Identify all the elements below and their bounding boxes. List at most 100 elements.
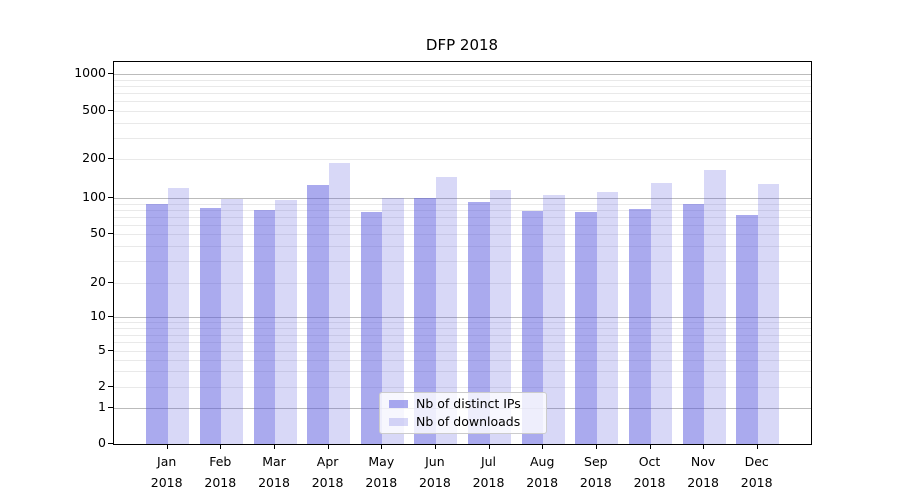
bar-distinct-ips-oct bbox=[629, 208, 651, 444]
minor-gridline bbox=[114, 101, 811, 103]
legend-row-distinct-ips: Nb of distinct IPs bbox=[380, 397, 546, 411]
x-tick-label-may: May 2018 bbox=[365, 454, 398, 490]
minor-gridline bbox=[114, 342, 811, 344]
x-tick-label-aug: Aug 2018 bbox=[526, 454, 559, 490]
y-tick-label-20: 20 bbox=[90, 274, 106, 289]
y-tick-mark bbox=[108, 233, 113, 234]
x-tick-label-feb: Feb 2018 bbox=[204, 454, 237, 490]
x-tick-label-nov: Nov 2018 bbox=[687, 454, 719, 490]
x-tick-label-apr: Apr 2018 bbox=[311, 454, 344, 490]
bar-distinct-ips-sep bbox=[575, 212, 597, 444]
bar-downloads-dec bbox=[757, 184, 780, 444]
x-tick-mark bbox=[166, 444, 168, 449]
bar-downloads-jan bbox=[167, 187, 190, 444]
bar-downloads-may bbox=[382, 198, 404, 444]
minor-gridline bbox=[114, 216, 811, 218]
minor-gridline bbox=[114, 261, 811, 263]
bar-downloads-mar bbox=[275, 199, 297, 444]
y-tick-label-500: 500 bbox=[82, 102, 106, 117]
x-tick-label-jan: Jan 2018 bbox=[150, 454, 183, 490]
major-gridline bbox=[114, 198, 811, 199]
legend-label-downloads: Nb of downloads bbox=[416, 413, 521, 429]
minor-gridline bbox=[114, 327, 811, 329]
minor-gridline bbox=[114, 111, 811, 112]
bar-distinct-ips-may bbox=[360, 212, 383, 444]
major-gridline bbox=[114, 317, 811, 318]
y-tick-label-1000: 1000 bbox=[74, 65, 106, 80]
bar-downloads-jun bbox=[435, 177, 458, 444]
minor-gridline bbox=[114, 334, 811, 336]
x-tick-mark bbox=[542, 444, 544, 449]
bar-distinct-ips-aug bbox=[521, 210, 544, 444]
bar-distinct-ips-mar bbox=[253, 209, 275, 444]
x-tick-mark bbox=[274, 444, 275, 449]
bar-distinct-ips-dec bbox=[736, 215, 758, 444]
y-tick-label-2: 2 bbox=[98, 378, 106, 393]
y-tick-label-10: 10 bbox=[90, 308, 106, 323]
distinct-ips-swatch-icon bbox=[389, 400, 408, 409]
plot-area bbox=[113, 61, 812, 445]
minor-gridline bbox=[114, 245, 811, 247]
y-tick-mark bbox=[108, 316, 113, 317]
bar-distinct-ips-nov bbox=[682, 203, 705, 444]
y-tick-label-5: 5 bbox=[98, 342, 106, 357]
x-tick-label-dec: Dec 2018 bbox=[740, 454, 773, 490]
minor-gridline bbox=[114, 85, 811, 87]
y-tick-label-0: 0 bbox=[98, 435, 106, 450]
y-tick-label-50: 50 bbox=[90, 225, 106, 240]
legend-label-distinct-ips: Nb of distinct IPs bbox=[416, 396, 521, 412]
x-tick-label-sep: Sep 2018 bbox=[579, 454, 612, 490]
bar-downloads-apr bbox=[328, 162, 351, 444]
x-tick-label-jul: Jul 2018 bbox=[472, 454, 505, 490]
bar-downloads-oct bbox=[650, 183, 672, 444]
x-tick-label-oct: Oct 2018 bbox=[633, 454, 666, 490]
y-tick-mark bbox=[108, 197, 113, 198]
minor-gridline bbox=[114, 93, 811, 94]
x-tick-mark bbox=[381, 444, 383, 449]
chart-title: DFP 2018 bbox=[425, 36, 499, 54]
minor-gridline bbox=[114, 351, 811, 352]
minor-gridline bbox=[114, 371, 811, 373]
x-tick-mark bbox=[703, 444, 705, 449]
minor-gridline bbox=[114, 137, 811, 139]
y-tick-label-200: 200 bbox=[82, 150, 106, 165]
minor-gridline bbox=[114, 224, 811, 226]
major-gridline bbox=[114, 74, 811, 75]
x-tick-mark bbox=[649, 444, 651, 449]
x-tick-mark bbox=[434, 444, 436, 449]
minor-gridline bbox=[114, 283, 811, 284]
minor-gridline bbox=[114, 159, 811, 160]
bar-distinct-ips-jul bbox=[468, 201, 490, 444]
x-tick-label-jun: Jun 2018 bbox=[418, 454, 451, 490]
minor-gridline bbox=[114, 234, 811, 235]
bar-distinct-ips-jan bbox=[146, 203, 168, 444]
legend-row-downloads: Nb of downloads bbox=[380, 413, 546, 429]
bar-distinct-ips-apr bbox=[307, 185, 329, 444]
legend: Nb of distinct IPs Nb of downloads bbox=[379, 392, 547, 434]
y-tick-mark bbox=[108, 73, 113, 74]
y-tick-label-1: 1 bbox=[98, 399, 106, 414]
x-tick-label-mar: Mar 2018 bbox=[258, 454, 290, 490]
bar-downloads-jul bbox=[489, 190, 511, 444]
bar-downloads-sep bbox=[596, 192, 619, 444]
x-tick-mark bbox=[327, 444, 329, 449]
y-tick-mark bbox=[108, 110, 113, 111]
minor-gridline bbox=[114, 203, 811, 205]
y-tick-label-100: 100 bbox=[82, 189, 106, 204]
minor-gridline bbox=[114, 122, 811, 124]
bar-downloads-nov bbox=[704, 169, 726, 444]
bar-distinct-ips-jun bbox=[414, 198, 436, 444]
minor-gridline bbox=[114, 359, 811, 361]
minor-gridline bbox=[114, 209, 811, 211]
bar-downloads-feb bbox=[221, 199, 243, 444]
x-tick-mark bbox=[488, 444, 490, 449]
minor-gridline bbox=[114, 79, 811, 81]
y-tick-mark bbox=[108, 350, 113, 351]
bar-downloads-aug bbox=[543, 195, 565, 444]
x-tick-mark bbox=[220, 444, 222, 449]
minor-gridline bbox=[114, 387, 811, 388]
bar-distinct-ips-feb bbox=[199, 207, 222, 444]
x-tick-mark bbox=[595, 444, 597, 449]
x-tick-mark bbox=[756, 444, 758, 449]
y-tick-mark bbox=[108, 386, 113, 387]
